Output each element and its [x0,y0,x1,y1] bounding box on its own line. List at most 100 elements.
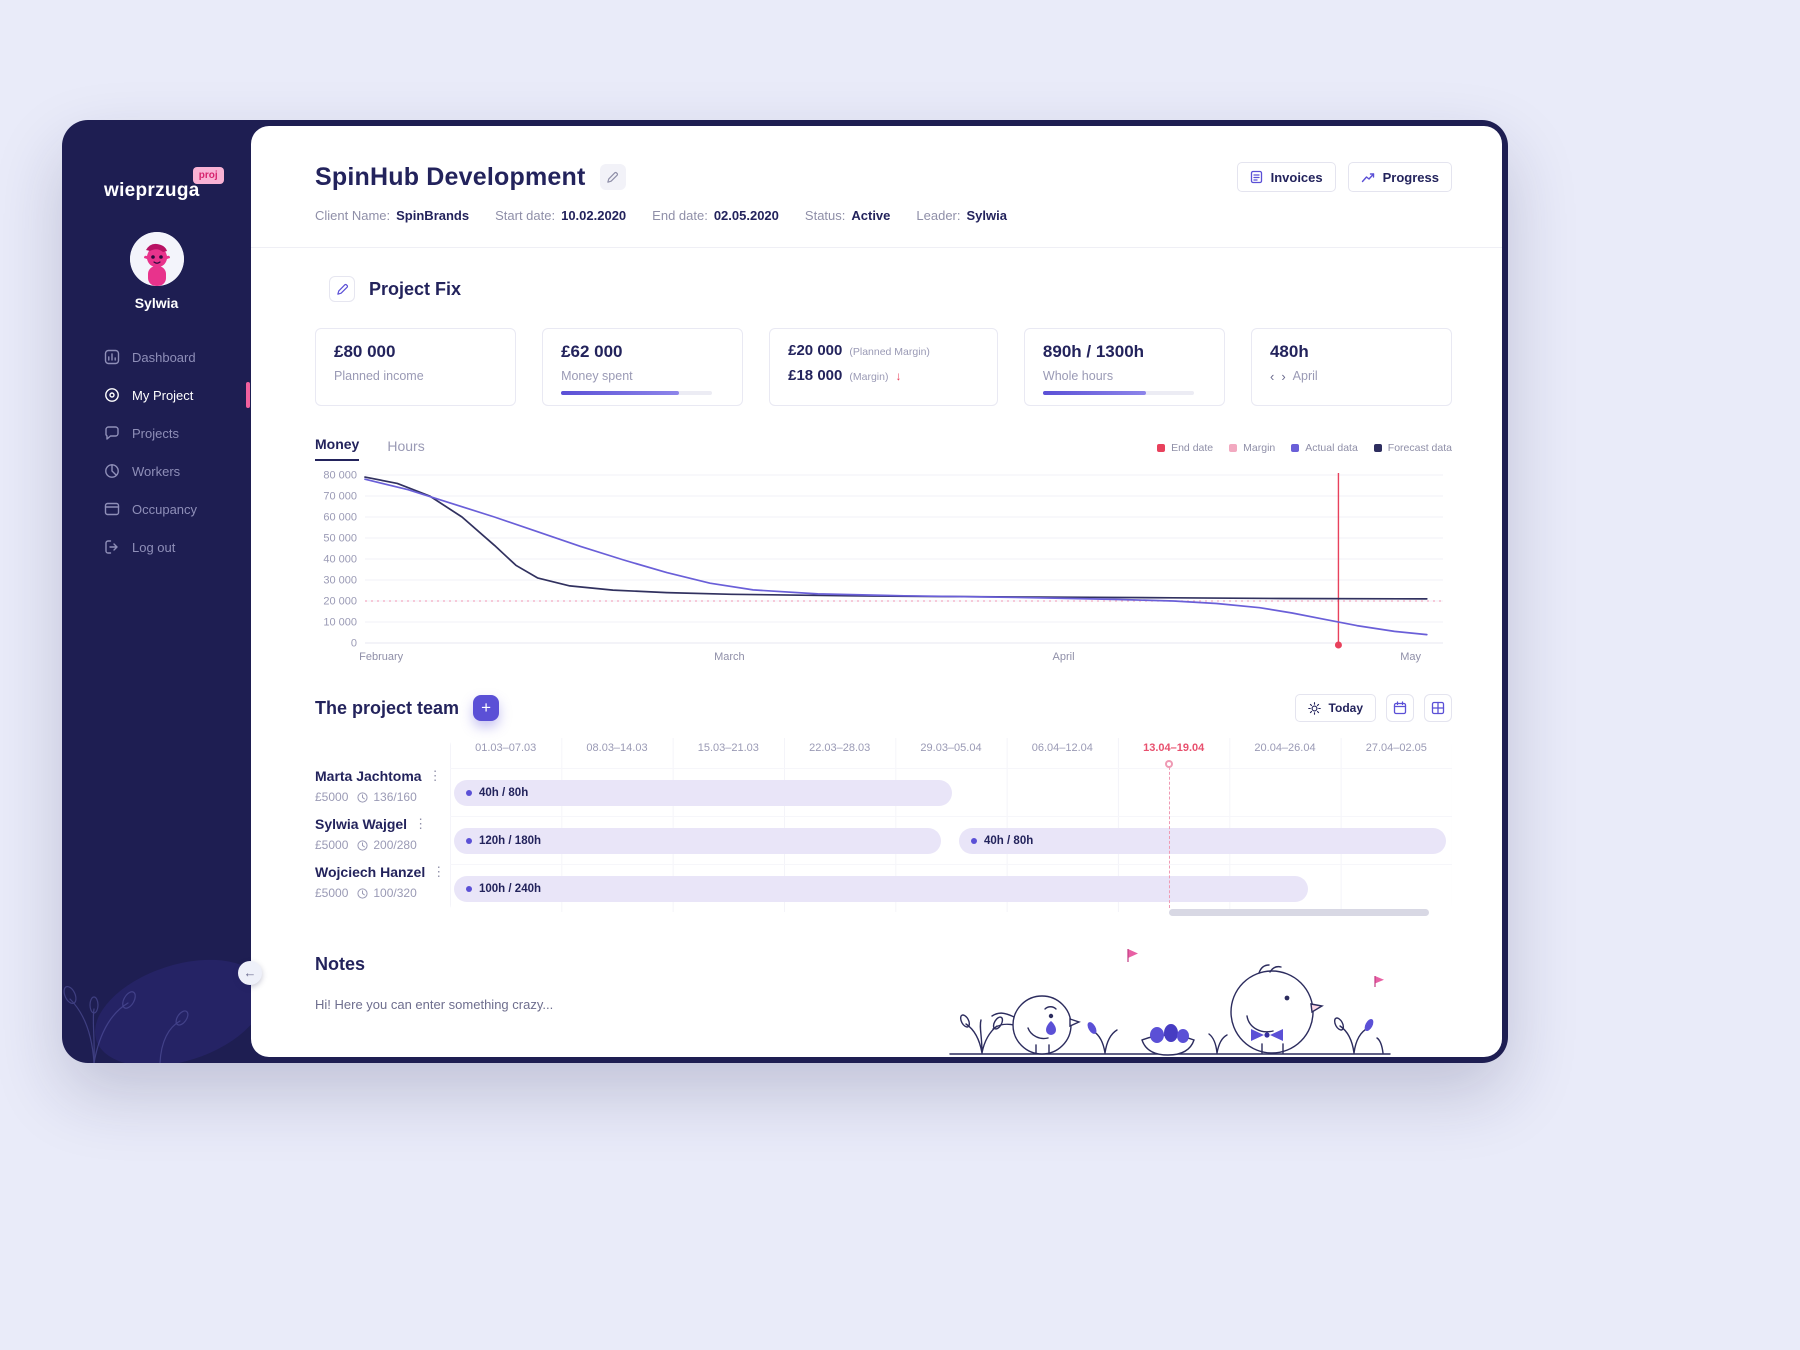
svg-text:0: 0 [351,638,357,650]
clock-icon [357,791,368,803]
allocation-bar[interactable]: 40h / 80h [959,828,1446,854]
week-column-label: 06.04–12.04 [1031,742,1093,754]
member-row: Wojciech Hanzel ⋮ £5000 100/320 [315,864,450,912]
pencil-icon [607,171,619,183]
sidebar-item-my-project[interactable]: My Project [62,376,251,414]
week-column-label: 27.04–02.05 [1365,742,1427,754]
sidebar-plant-decoration [63,959,251,1063]
planned-margin-value: £20 000 [788,342,843,359]
actual-data-legend-label: Actual data [1305,442,1358,454]
forecast-data-legend-dot [1373,444,1382,452]
status-value: Active [851,208,891,223]
progress-button[interactable]: Progress [1347,162,1452,192]
margin-legend-label: Margin [1243,442,1276,454]
progress-label: Progress [1382,169,1439,185]
edit-project-fix-button[interactable] [329,276,355,302]
notes-input[interactable]: Hi! Here you can enter something crazy..… [315,997,554,1012]
workers-icon [105,464,119,478]
logo-proj-badge: proj [192,167,224,184]
money-spent-progress [561,391,713,395]
grid-view-button[interactable] [1424,694,1452,722]
member-hours: 136/160 [373,790,417,804]
whole-hours-progress [1042,391,1194,395]
prev-month-icon[interactable]: ‹ [1269,368,1275,384]
logo: wieprzuga proj [104,167,224,202]
allocation-bar[interactable]: 120h / 180h [454,828,941,854]
hours-tab[interactable]: Hours [387,438,425,454]
chart-header: Money Hours End date Margin Actual data … [315,436,1452,461]
sidebar-item-label: Workers [132,463,181,479]
member-rate: £5000 [315,790,349,804]
status-label: Status: [804,208,846,223]
svg-text:80 000: 80 000 [323,470,357,482]
whole-hours-label: Whole hours [1042,369,1114,383]
member-menu-icon[interactable]: ⋮ [432,864,446,879]
edit-title-button[interactable] [599,164,626,190]
clock-icon [357,887,368,899]
leader-label: Leader: [916,208,961,223]
timeline-week-headers: 01.03–07.03 08.03–14.03 15.03–21.03 22.0… [450,738,1452,768]
actual-data-legend-dot [1291,444,1300,452]
sidebar-item-workers[interactable]: Workers [62,452,251,490]
client-name-value: SpinBrands [396,208,470,223]
app-window: wieprzuga proj Sylwia [62,120,1508,1063]
week-column-label: 20.04–26.04 [1254,742,1316,754]
svg-text:20 000: 20 000 [323,596,357,608]
occupancy-icon [104,502,120,516]
projects-icon [105,426,119,440]
member-row: Marta Jachtoma ⋮ £5000 136/160 [315,768,450,816]
allocation-bar[interactable]: 100h / 240h [454,876,1308,902]
member-menu-icon[interactable]: ⋮ [428,768,442,783]
sidebar-item-logout[interactable]: Log out [62,528,251,566]
allocation-dot [971,838,978,844]
allocation-bar[interactable]: 40h / 80h [454,780,952,806]
invoices-button[interactable]: Invoices [1236,162,1336,192]
timeline-scrollbar[interactable] [1169,909,1429,916]
money-spent-value: £62 000 [561,342,623,361]
week-column-label: 15.03–21.03 [697,742,759,754]
member-name: Wojciech Hanzel [315,864,426,880]
sidebar-item-label: My Project [132,387,194,403]
sidebar-collapse-button[interactable]: ← [238,961,262,985]
chart-legend: End date Margin Actual data Forecast dat… [1157,442,1452,461]
money-spent-label: Money spent [561,369,633,383]
timeline-lane: 120h / 180h 40h / 80h [450,816,1452,864]
notes-section: Notes Hi! Here you can enter something c… [315,949,1452,1056]
sidebar-item-occupancy[interactable]: Occupancy [62,490,251,528]
sidebar-item-projects[interactable]: Projects [62,414,251,452]
sidebar-item-dashboard[interactable]: Dashboard [62,338,251,376]
member-menu-icon[interactable]: ⋮ [414,816,428,831]
add-member-button[interactable]: + [473,695,500,721]
svg-text:40 000: 40 000 [323,554,357,566]
today-marker [1165,760,1174,908]
money-burn-chart: 0 10 000 20 000 30 000 40 000 50 000 60 000 70 … [323,470,1443,663]
calendar-view-button[interactable] [1386,694,1414,722]
notes-title: Notes [315,954,366,974]
header-divider [251,247,1502,248]
clock-icon [357,839,368,851]
allocation-label: 120h / 180h [479,835,542,847]
timeline-lane: 40h / 80h [450,768,1452,816]
page-title: SpinHub Development [315,162,586,191]
next-month-icon[interactable]: › [1281,368,1286,384]
timeline-member-list: Marta Jachtoma ⋮ £5000 136/160 Sylwia Wa… [315,738,450,912]
whole-hours-value: 890h / 1300h [1042,342,1145,361]
member-rate: £5000 [315,886,349,900]
team-timeline: Marta Jachtoma ⋮ £5000 136/160 Sylwia Wa… [315,738,1452,916]
user-profile[interactable]: Sylwia [62,232,251,311]
today-button[interactable]: Today [1294,694,1376,722]
birds-illustration [949,949,1391,1056]
start-date-label: Start date: [495,208,556,223]
user-name: Sylwia [134,295,179,311]
project-meta: Client Name: SpinBrands Start date: 10.02.… [315,208,1452,223]
project-fix-title: Project Fix [369,278,462,299]
avatar [129,232,184,286]
planned-income-label: Planned income [334,369,424,383]
logout-icon [105,540,118,554]
sidebar-item-label: Log out [132,539,176,555]
month-hours-value: 480h [1269,342,1309,361]
money-tab[interactable]: Money [315,436,360,461]
trend-up-icon [1361,172,1374,182]
member-hours: 200/280 [373,838,417,852]
svg-text:10 000: 10 000 [323,617,357,629]
